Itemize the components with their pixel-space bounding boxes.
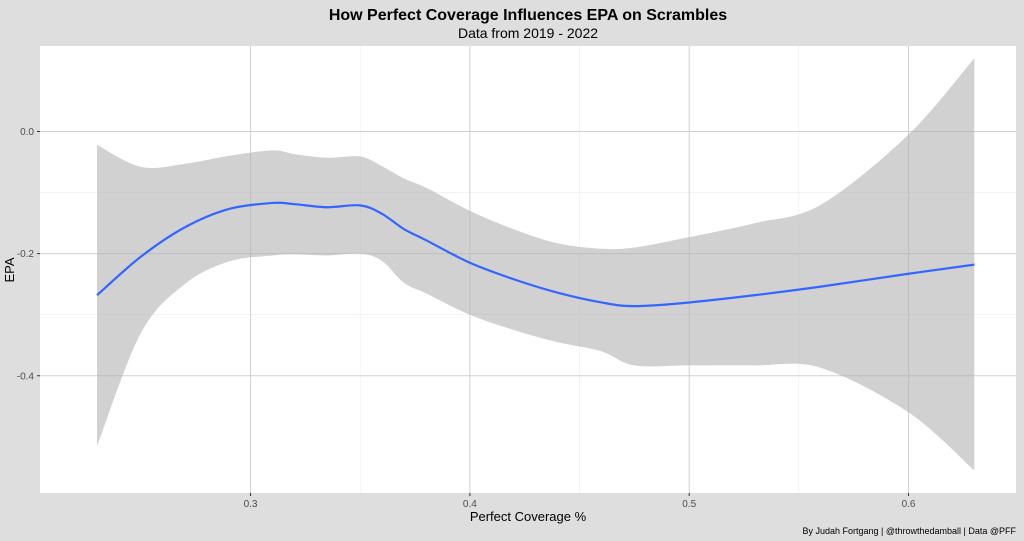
x-tick-label: 0.3 — [244, 499, 258, 510]
y-tick-label: -0.4 — [17, 371, 35, 382]
x-axis-title: Perfect Coverage % — [470, 509, 587, 524]
confidence-band — [97, 58, 975, 471]
chart-subtitle: Data from 2019 - 2022 — [458, 25, 598, 41]
x-tick-label: 0.6 — [902, 499, 916, 510]
axis-ticks: 0.3 0.4 0.5 0.6 0.0 -0.2 -0.4 — [17, 127, 916, 510]
smooth-line — [96, 201, 975, 308]
chart-title: How Perfect Coverage Influences EPA on S… — [329, 7, 727, 24]
caption: By Judah Fortgang | @throwthedamball | D… — [802, 526, 1016, 536]
x-tick-label: 0.4 — [463, 499, 477, 510]
y-tick-label: -0.2 — [17, 249, 35, 260]
y-tick-label: 0.0 — [20, 127, 34, 138]
x-tick-label: 0.5 — [682, 499, 696, 510]
y-axis-title: EPA — [2, 257, 17, 282]
